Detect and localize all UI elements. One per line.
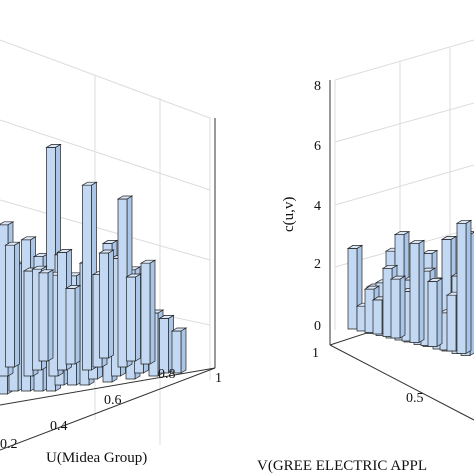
left-bars-bar-17-top bbox=[158, 315, 175, 319]
right-bars-bar-20-side bbox=[418, 239, 425, 344]
left-bars-bar-29 bbox=[99, 252, 109, 359]
left-bars-bar-25 bbox=[140, 262, 151, 365]
left-bars-bar-27 bbox=[126, 276, 136, 362]
right-z-ticks: 0 2 4 6 8 bbox=[314, 79, 321, 334]
right-bars-bar-20-top bbox=[408, 239, 426, 244]
right-bars-bar-10 bbox=[372, 299, 383, 335]
right-z-tick-6: 6 bbox=[314, 139, 321, 154]
right-z-axis-label: c(u,v) bbox=[281, 197, 297, 232]
left-bars-bar-2-top bbox=[20, 236, 37, 241]
right-z-tick-4: 4 bbox=[314, 199, 321, 214]
left-bars-bar-18-side bbox=[180, 327, 187, 374]
right-z-tick-2: 2 bbox=[314, 257, 321, 272]
left-bars-bar-27-side bbox=[135, 273, 141, 362]
left-bars-bar-17 bbox=[159, 318, 169, 374]
left-bars-bar-26-side bbox=[74, 284, 81, 365]
right-bars-bar-6-top bbox=[363, 285, 381, 290]
right-bars-bar-23-top bbox=[455, 219, 473, 224]
left-bars-bar-13 bbox=[23, 270, 34, 377]
right-z-tick-8: 8 bbox=[314, 79, 321, 94]
left-bars-bar-15-top bbox=[0, 221, 15, 226]
left-x-tick-2: 0.6 bbox=[104, 393, 122, 408]
left-bars-bar-24-top bbox=[4, 241, 21, 246]
left-bars-bar-26-top bbox=[64, 285, 82, 289]
right-bars-bar-18 bbox=[390, 278, 401, 339]
right-base-edge-front bbox=[329, 344, 474, 421]
left-grid-line-4 bbox=[0, 199, 211, 261]
right-bars-bar-13-top bbox=[440, 236, 458, 240]
left-bars-bar-4-top bbox=[45, 144, 62, 148]
left-bars-bar-28-top bbox=[37, 269, 55, 274]
right-panel-axes bbox=[329, 39, 474, 421]
right-back-top-edge bbox=[334, 39, 474, 81]
right-x-axis-label: V(GREE ELECTRIC APPL bbox=[257, 458, 427, 474]
left-bars-bar-20-top bbox=[56, 249, 73, 253]
left-base-edge-front bbox=[0, 367, 216, 451]
right-bars-bar-9-top bbox=[421, 250, 439, 254]
right-bars-bar-0 bbox=[347, 248, 358, 330]
left-bars-bar-26 bbox=[65, 288, 76, 365]
left-bars-bar-24 bbox=[5, 244, 15, 368]
right-bars-bar-21 bbox=[427, 281, 438, 347]
left-bars-group bbox=[0, 143, 188, 395]
left-x-ticks: 0.2 0.4 0.6 0.8 1 bbox=[0, 367, 222, 452]
left-bars-bar-24-side bbox=[14, 241, 20, 368]
right-bars-bar-5-top bbox=[393, 231, 411, 235]
left-bars-bar-29-top bbox=[98, 249, 115, 254]
left-bars-bar-19 bbox=[82, 184, 92, 371]
right-bars-bar-0-top bbox=[346, 245, 364, 249]
left-bars-bar-21-top bbox=[31, 265, 48, 270]
left-bars-bar-20 bbox=[57, 252, 67, 371]
left-back-wall-grid bbox=[0, 39, 211, 380]
left-bars-bar-18-top bbox=[170, 327, 188, 332]
right-bars-bar-21-top bbox=[426, 278, 444, 282]
left-bars-bar-19-top bbox=[81, 181, 98, 186]
right-y-tick-1: 1 bbox=[312, 346, 319, 361]
left-bars-bar-22 bbox=[117, 198, 128, 368]
left-bars-bar-25-top bbox=[139, 259, 157, 264]
left-bars-bar-28-side bbox=[47, 269, 54, 362]
right-bars-bar-20 bbox=[409, 242, 420, 343]
left-bars-bar-28 bbox=[38, 272, 49, 362]
left-x-tick-0: 0.2 bbox=[0, 437, 18, 452]
left-bars-bar-22-top bbox=[116, 195, 134, 200]
right-bars-bar-23 bbox=[456, 222, 467, 354]
right-bars-bar-22 bbox=[446, 294, 457, 352]
left-bars-bar-29-side bbox=[108, 249, 114, 359]
right-grid-h-4 bbox=[334, 164, 474, 206]
left-x-tick-3: 0.8 bbox=[158, 367, 176, 382]
left-bars-bar-27-top bbox=[125, 273, 142, 278]
left-base-edge-back bbox=[0, 367, 216, 406]
right-grid-h-6 bbox=[334, 102, 474, 143]
right-bars-bar-12-top bbox=[381, 264, 399, 269]
left-x-tick-4: 1 bbox=[215, 371, 222, 386]
left-bars-bar-25-side bbox=[149, 259, 156, 365]
right-bars-bar-23-side bbox=[465, 219, 472, 355]
left-x-axis-label: U(Midea Group) bbox=[46, 450, 147, 466]
right-bars-bar-21-side bbox=[436, 277, 443, 348]
right-bars-bar-18-side bbox=[399, 275, 406, 339]
right-bars-group bbox=[346, 219, 474, 357]
right-y-tick-05: 0.5 bbox=[406, 391, 424, 406]
left-bars-bar-8-top bbox=[101, 240, 119, 244]
right-z-tick-0: 0 bbox=[314, 319, 321, 334]
left-grid-line-3 bbox=[0, 119, 211, 191]
right-bars-bar-18-top bbox=[389, 275, 407, 280]
left-x-tick-1: 0.4 bbox=[50, 419, 68, 434]
